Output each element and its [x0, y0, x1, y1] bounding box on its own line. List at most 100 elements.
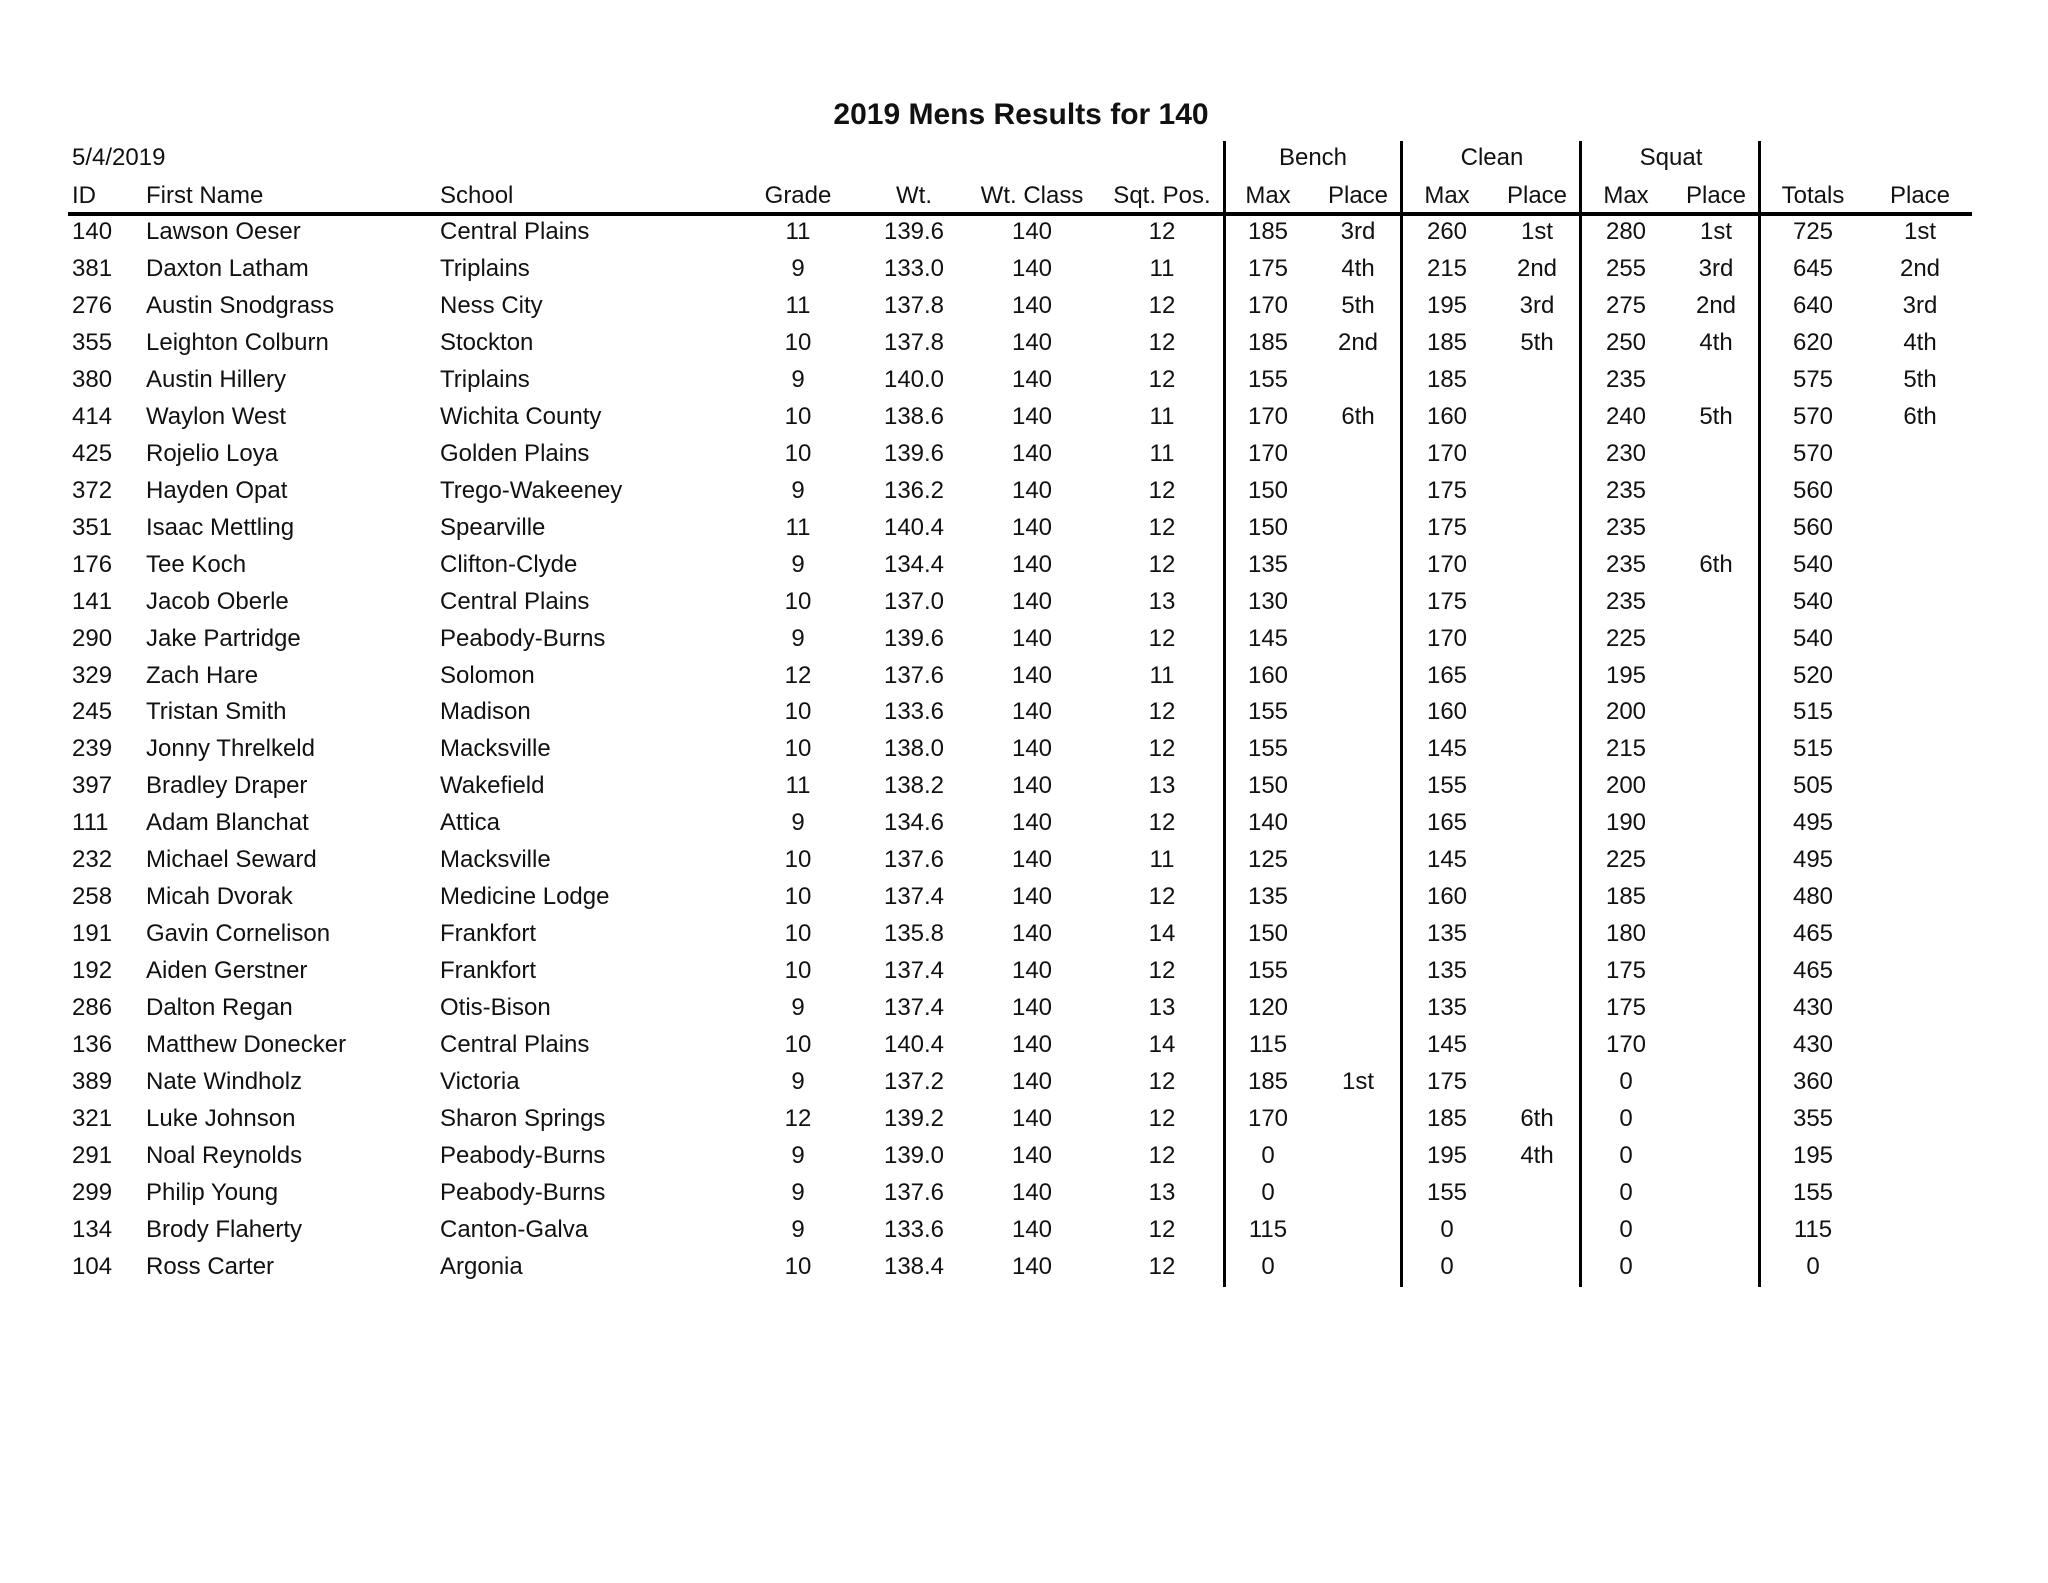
cell-id: 136 [72, 1031, 113, 1059]
cell-first-name: Austin Hillery [146, 365, 287, 393]
cell-weight: 134.6 [883, 809, 945, 837]
cell-weight: 139.0 [883, 1142, 945, 1169]
cell-squat-position: 11 [1149, 402, 1175, 430]
cell-school: Madison [440, 698, 531, 726]
cell-first-name: Austin Snodgrass [146, 291, 335, 319]
cell-grade: 9 [791, 1142, 805, 1169]
cell-grade: 9 [791, 1068, 805, 1096]
cell-first-name: Daxton Latham [146, 254, 309, 282]
cell-bench-place: 5th [1341, 291, 1375, 319]
cell-grade: 9 [791, 550, 805, 578]
cell-clean-place: 3rd [1519, 291, 1555, 319]
cell-first-name: Philip Young [146, 1178, 279, 1206]
cell-weight-class: 140 [1011, 994, 1053, 1022]
cell-squat-max: 230 [1605, 439, 1647, 467]
cell-weight: 135.8 [883, 920, 945, 948]
cell-weight-class: 140 [1011, 254, 1053, 282]
cell-school: Macksville [440, 846, 551, 874]
cell-weight-class: 140 [1011, 1142, 1053, 1169]
cell-squat-position: 14 [1148, 1031, 1176, 1059]
cell-bench-max: 135 [1247, 550, 1289, 578]
cell-weight: 133.6 [883, 698, 945, 726]
cell-squat-position: 12 [1148, 809, 1176, 837]
cell-school: Stockton [440, 328, 534, 356]
cell-weight-class: 140 [1011, 476, 1053, 504]
header-weight-class: Wt. Class [980, 182, 1084, 209]
cell-weight-class: 140 [1011, 402, 1053, 430]
cell-first-name: Dalton Regan [146, 994, 293, 1022]
group-header-bench: Bench [1278, 144, 1348, 171]
cell-weight: 140.4 [883, 513, 945, 541]
cell-weight-class: 140 [1011, 550, 1053, 578]
cell-squat-position: 12 [1148, 698, 1176, 726]
cell-weight: 140.4 [883, 1031, 945, 1059]
cell-clean-max: 155 [1426, 1178, 1468, 1206]
cell-id: 372 [72, 476, 113, 504]
cell-first-name: Tee Koch [146, 550, 247, 578]
cell-weight-class: 140 [1011, 846, 1053, 874]
cell-first-name: Nate Windholz [146, 1068, 303, 1096]
cell-bench-max: 150 [1247, 476, 1289, 504]
cell-first-name: Bradley Draper [146, 772, 308, 800]
cell-bench-place: 3rd [1340, 218, 1376, 245]
cell-weight: 138.2 [883, 772, 945, 800]
cell-bench-place: 6th [1341, 402, 1375, 430]
cell-squat-place: 2nd [1695, 291, 1737, 319]
header-squat-position: Sqt. Pos. [1113, 182, 1211, 209]
cell-bench-max: 170 [1247, 439, 1289, 467]
cell-weight: 133.6 [883, 1215, 945, 1243]
cell-squat-max: 225 [1605, 846, 1647, 874]
cell-squat-place: 5th [1699, 402, 1733, 430]
cell-squat-max: 0 [1619, 1215, 1633, 1243]
cell-clean-max: 165 [1426, 661, 1468, 689]
cell-clean-place: 4th [1520, 1142, 1554, 1169]
cell-squat-max: 240 [1605, 402, 1647, 430]
cell-school: Sharon Springs [440, 1105, 606, 1133]
cell-clean-max: 185 [1426, 328, 1468, 356]
cell-squat-max: 250 [1605, 328, 1647, 356]
cell-first-name: Isaac Mettling [146, 513, 295, 541]
cell-weight-class: 140 [1011, 957, 1053, 985]
cell-id: 380 [72, 365, 113, 393]
cell-weight-class: 140 [1011, 1215, 1053, 1243]
cell-clean-max: 185 [1426, 365, 1468, 393]
cell-total: 195 [1792, 1142, 1834, 1169]
cell-id: 232 [72, 846, 113, 874]
cell-weight-class: 140 [1011, 624, 1053, 652]
cell-school: Central Plains [440, 587, 590, 615]
cell-weight: 138.0 [883, 735, 945, 763]
cell-squat-position: 11 [1149, 254, 1175, 282]
cell-grade: 10 [784, 587, 812, 615]
cell-clean-max: 195 [1426, 291, 1468, 319]
cell-clean-max: 165 [1426, 809, 1468, 837]
cell-id: 389 [72, 1068, 113, 1096]
cell-first-name: Jacob Oberle [146, 587, 289, 615]
cell-squat-max: 200 [1605, 772, 1647, 800]
cell-grade: 9 [791, 994, 805, 1022]
cell-weight-class: 140 [1011, 1105, 1053, 1133]
cell-squat-position: 12 [1148, 328, 1176, 356]
cell-squat-max: 0 [1619, 1252, 1633, 1280]
cell-id: 286 [72, 994, 113, 1022]
cell-clean-max: 135 [1426, 957, 1468, 985]
cell-squat-position: 12 [1148, 1105, 1176, 1133]
cell-bench-max: 155 [1247, 957, 1289, 985]
cell-weight-class: 140 [1011, 883, 1053, 911]
cell-weight-class: 140 [1011, 1068, 1053, 1096]
cell-squat-max: 170 [1605, 1031, 1647, 1059]
cell-weight: 139.6 [883, 218, 945, 245]
cell-first-name: Hayden Opat [146, 476, 288, 504]
cell-weight-class: 140 [1011, 1252, 1053, 1280]
cell-total: 495 [1792, 846, 1834, 874]
cell-weight: 137.4 [883, 957, 945, 985]
cell-weight-class: 140 [1011, 735, 1053, 763]
cell-weight-class: 140 [1011, 698, 1053, 726]
cell-first-name: Micah Dvorak [146, 883, 293, 911]
header-grade: Grade [764, 182, 832, 209]
cell-weight: 134.4 [883, 550, 945, 578]
cell-squat-max: 235 [1605, 550, 1647, 578]
cell-clean-max: 175 [1426, 587, 1468, 615]
cell-total: 155 [1792, 1178, 1834, 1206]
cell-weight: 133.0 [883, 254, 945, 282]
cell-id: 239 [72, 735, 113, 763]
